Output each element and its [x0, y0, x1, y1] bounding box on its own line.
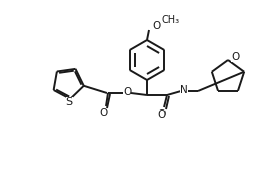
- Text: O: O: [157, 110, 165, 120]
- Text: O: O: [123, 87, 131, 97]
- Text: O: O: [99, 108, 107, 118]
- Text: O: O: [231, 52, 239, 62]
- Text: O: O: [158, 109, 166, 119]
- Text: N: N: [180, 85, 188, 95]
- Text: S: S: [66, 97, 73, 107]
- Text: O: O: [152, 21, 160, 31]
- Text: CH₃: CH₃: [162, 15, 180, 25]
